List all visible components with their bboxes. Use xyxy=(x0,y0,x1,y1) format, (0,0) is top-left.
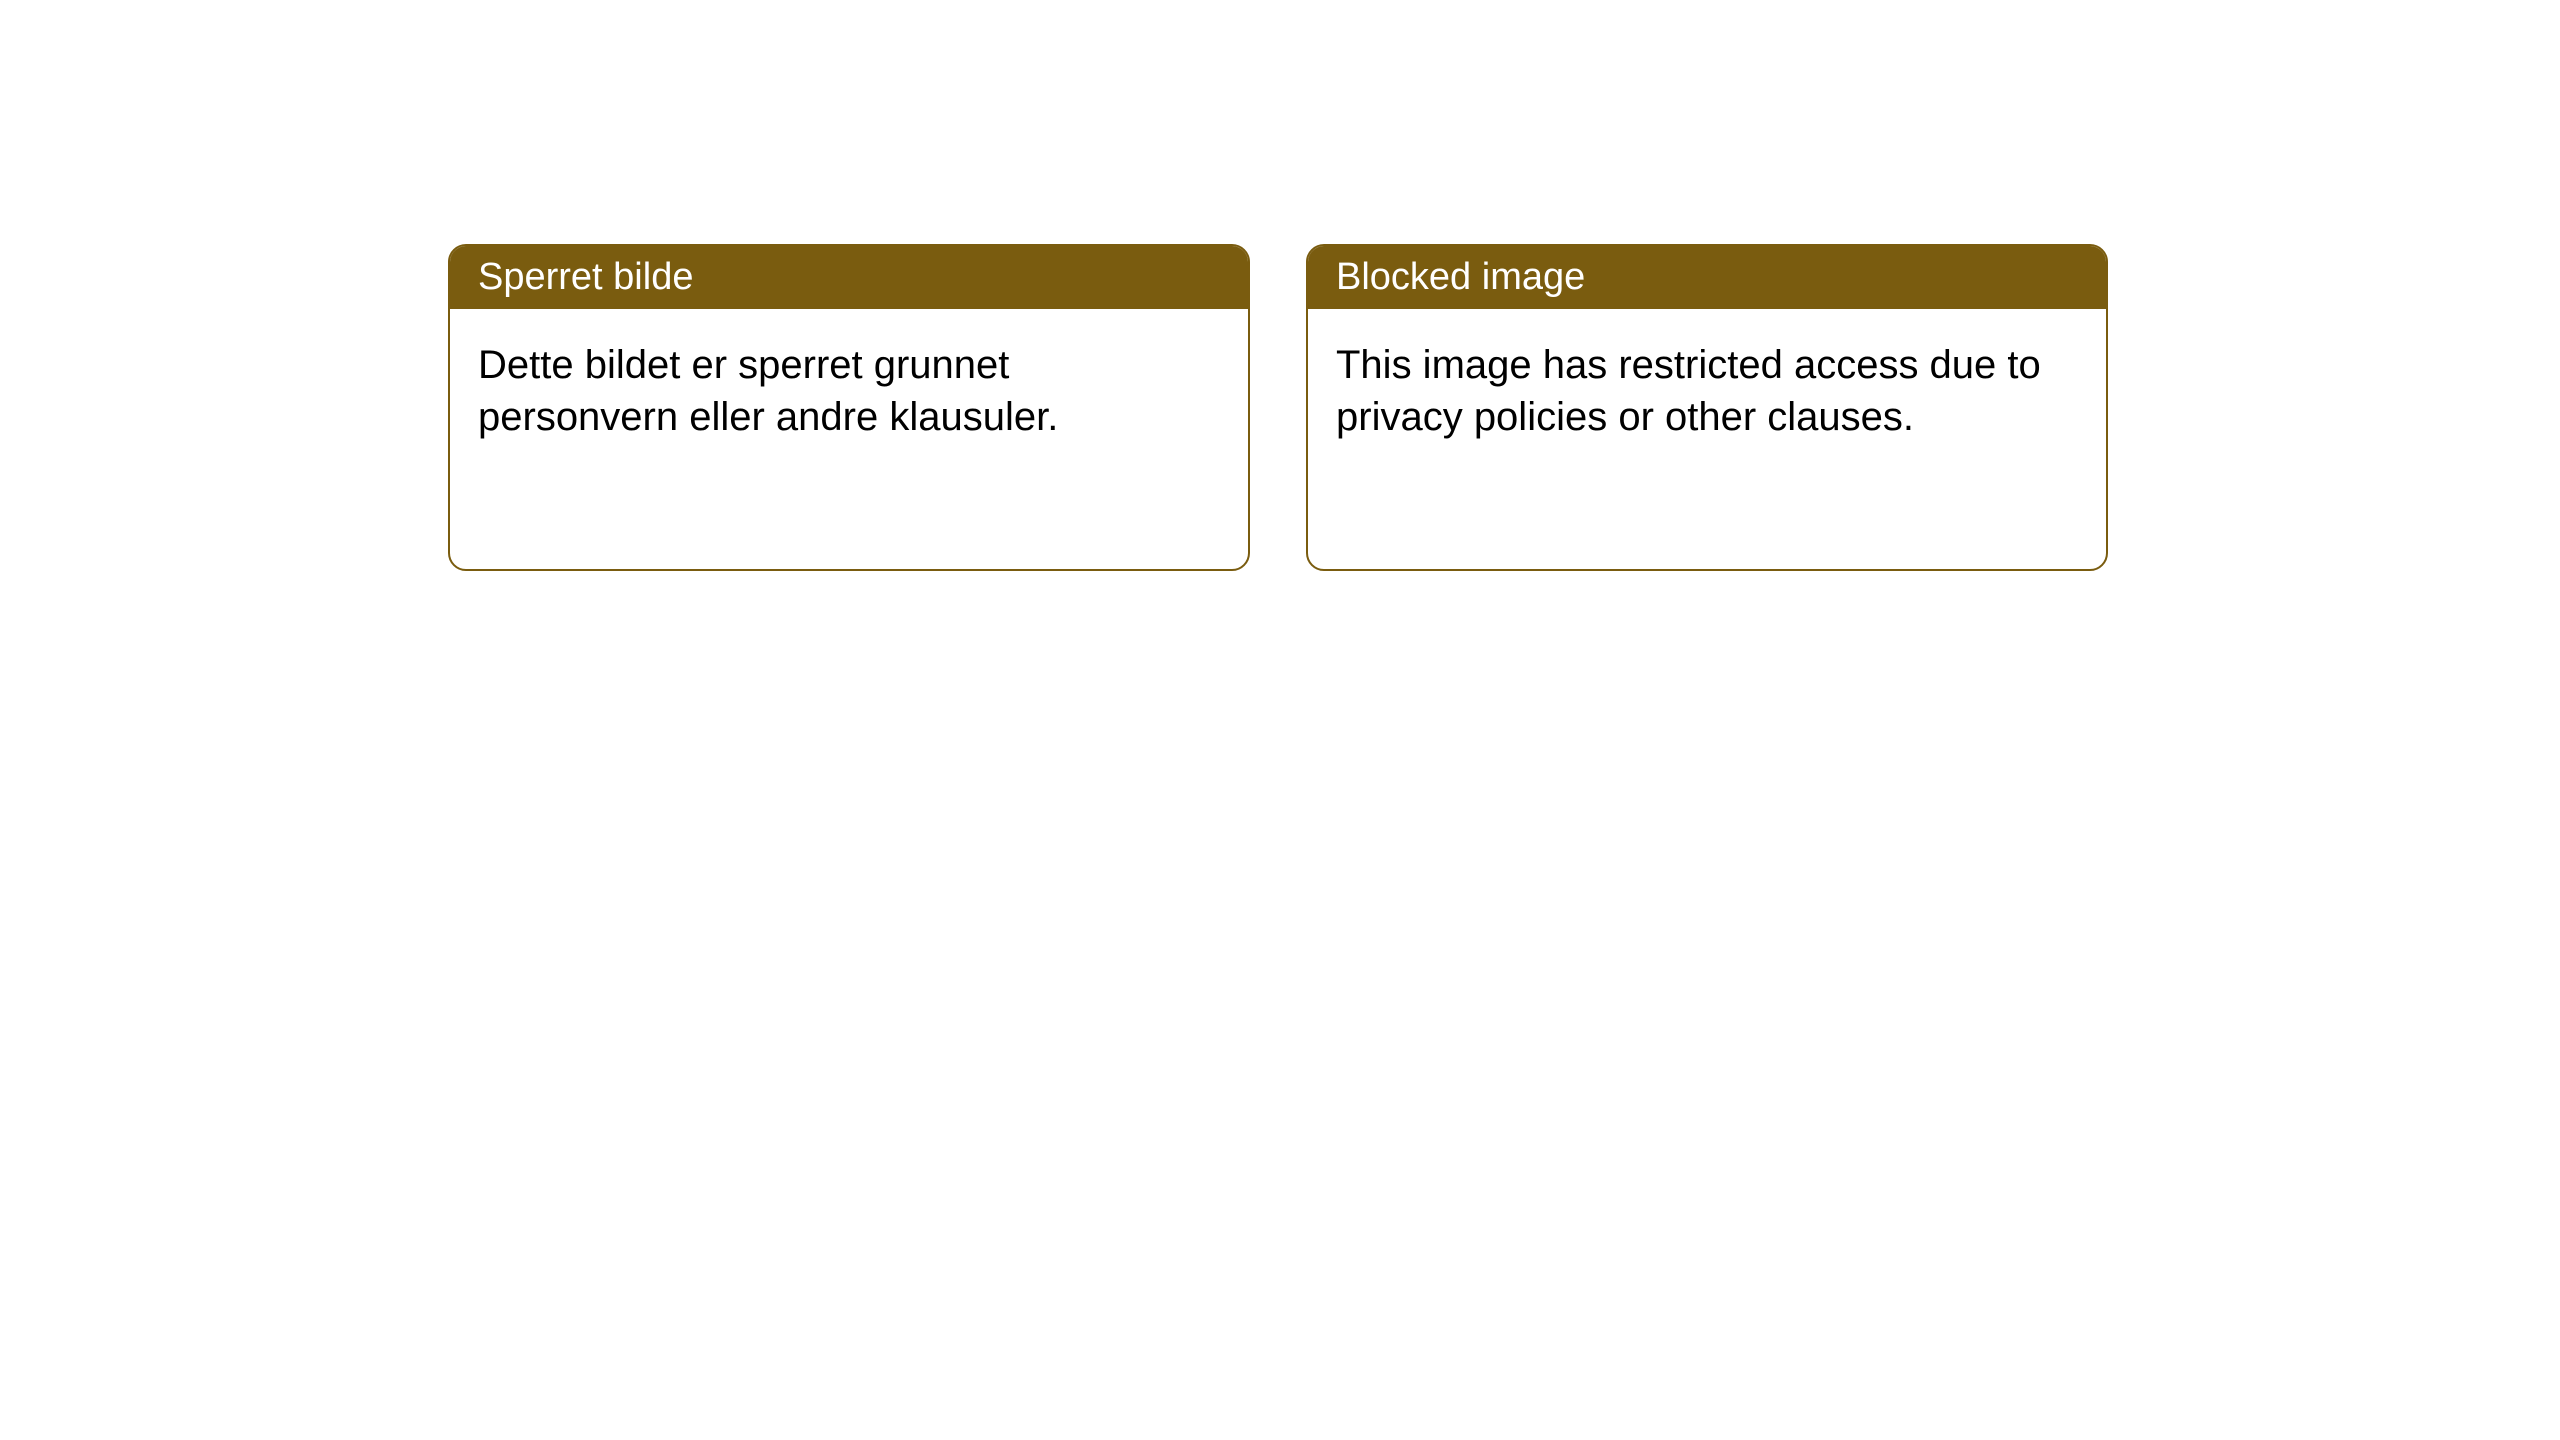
notice-card-header: Blocked image xyxy=(1308,246,2106,309)
notice-card-english: Blocked image This image has restricted … xyxy=(1306,244,2108,571)
notice-card-header: Sperret bilde xyxy=(450,246,1248,309)
notice-title: Sperret bilde xyxy=(478,256,693,298)
notice-body-text: Dette bildet er sperret grunnet personve… xyxy=(478,343,1058,439)
notice-title: Blocked image xyxy=(1336,256,1585,298)
notice-card-norwegian: Sperret bilde Dette bildet er sperret gr… xyxy=(448,244,1250,571)
notice-cards-container: Sperret bilde Dette bildet er sperret gr… xyxy=(448,244,2108,571)
notice-card-body: Dette bildet er sperret grunnet personve… xyxy=(450,309,1248,569)
notice-card-body: This image has restricted access due to … xyxy=(1308,309,2106,569)
notice-body-text: This image has restricted access due to … xyxy=(1336,343,2041,439)
